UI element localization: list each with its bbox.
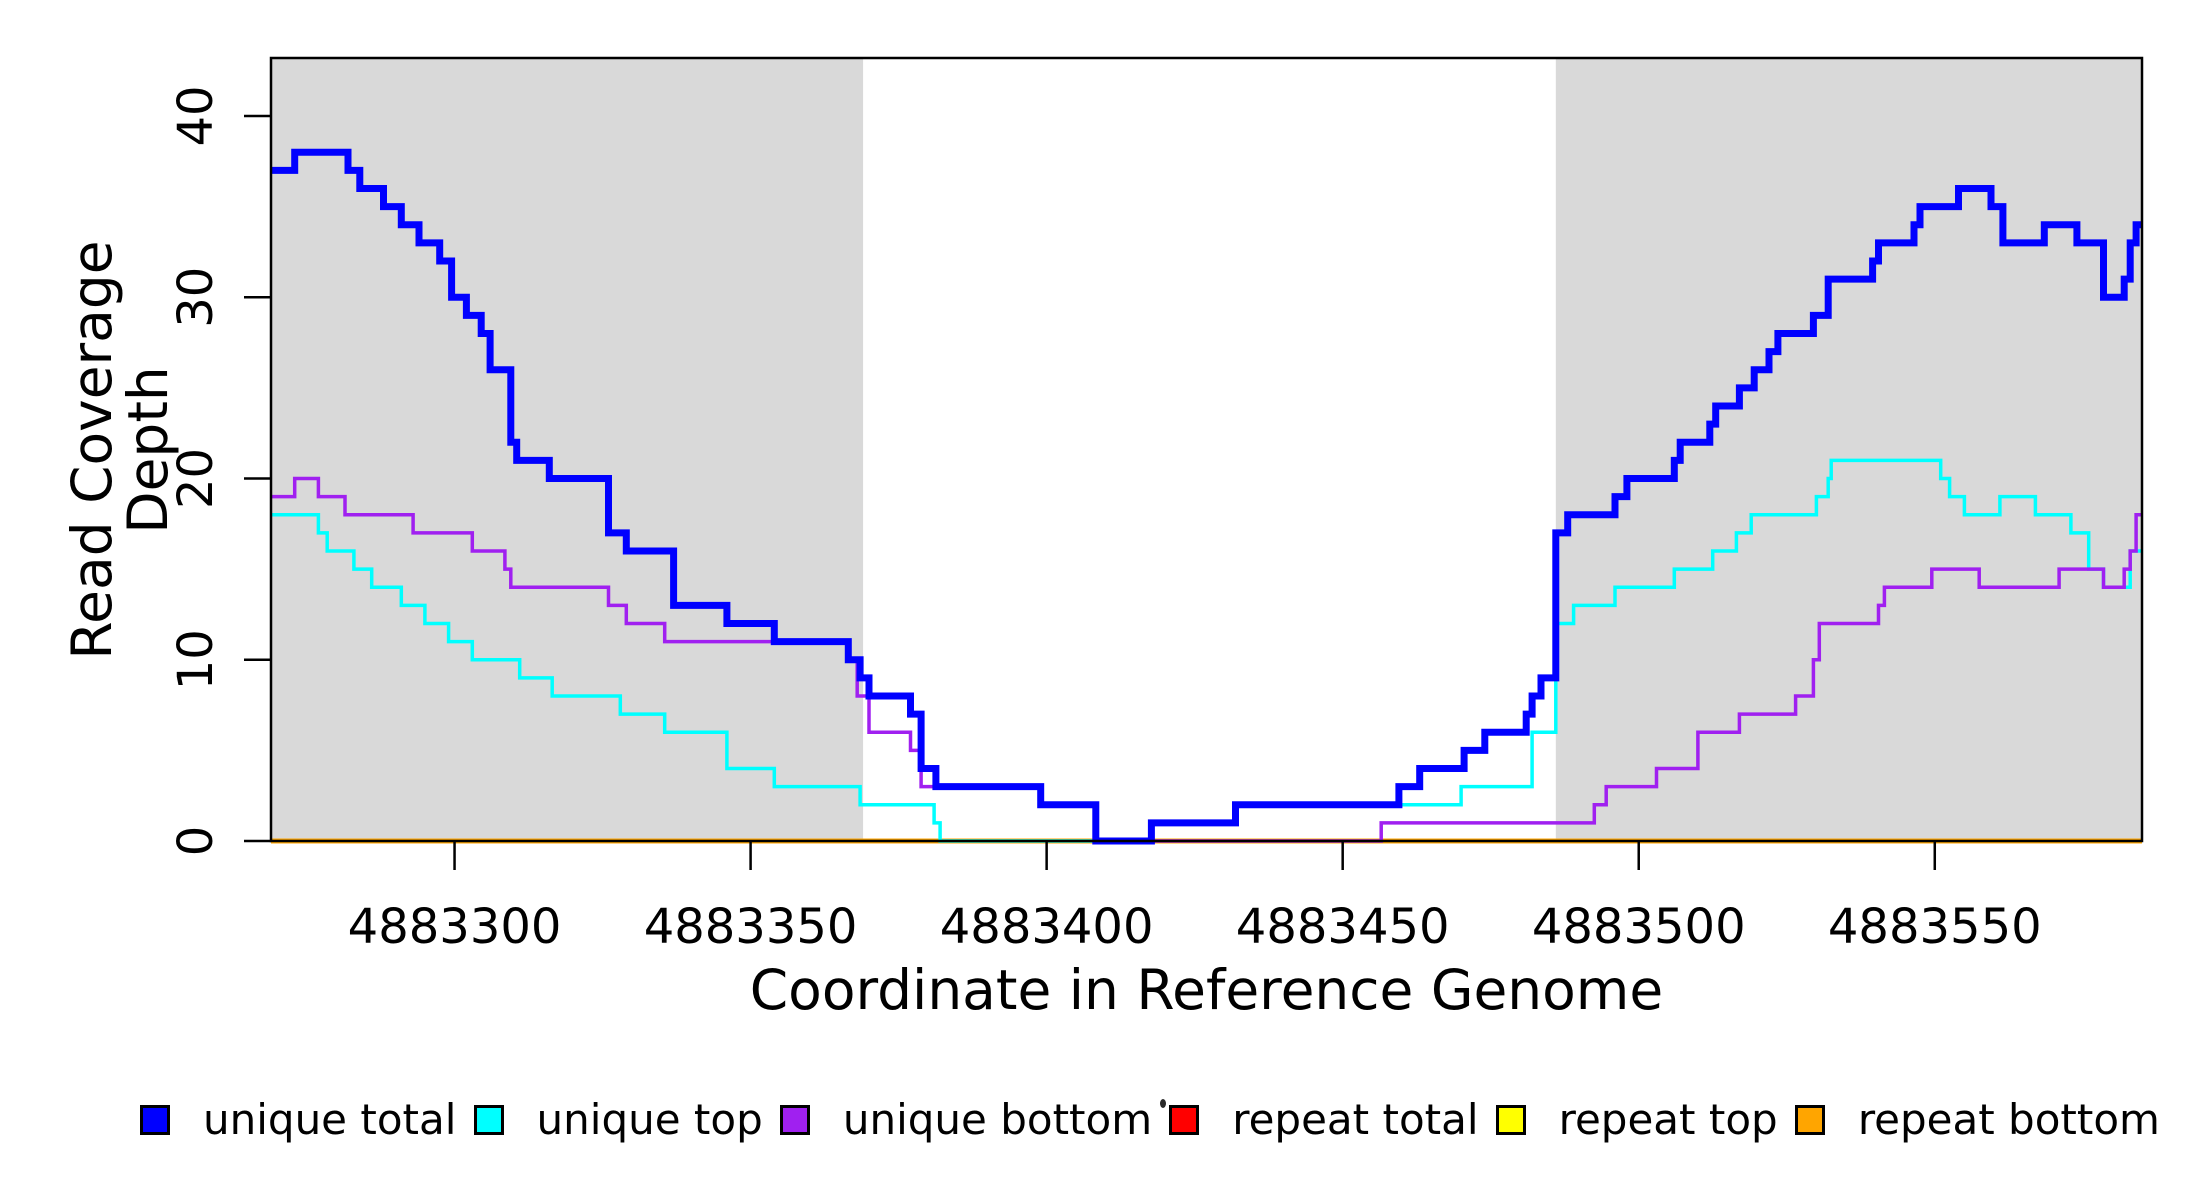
stray-dot-icon	[1160, 1099, 1166, 1108]
x-tick-label: 4883450	[1236, 899, 1450, 955]
series-line-unique-bottom	[271, 476, 2142, 843]
legend-item-unique-total: unique total	[140, 1096, 456, 1144]
legend-label: unique top	[536, 1095, 763, 1144]
y-axis-title: Read Coverage Depth	[60, 240, 180, 660]
legend-swatch-unique-top	[473, 1105, 504, 1135]
legend-item-repeat-bottom: repeat bottom	[1794, 1095, 2160, 1144]
legend-item-repeat-top: repeat top	[1495, 1095, 1778, 1144]
legend-item-repeat-total: repeat total	[1169, 1095, 1479, 1144]
legend-swatch-repeat-top	[1495, 1105, 1526, 1135]
y-tick-label: 30	[168, 267, 224, 328]
legend-label: repeat top	[1558, 1095, 1778, 1144]
legend-swatch-unique-bottom	[779, 1105, 810, 1135]
coverage-step-plot: 4883300 4883350 4883400 4883450 4883500 48835…	[168, 56, 2144, 955]
legend-swatch-repeat-total	[1169, 1105, 1200, 1135]
x-tick-label: 4883300	[348, 899, 562, 955]
series-line-unique-total	[271, 148, 2142, 845]
legend-label: unique bottom	[842, 1095, 1153, 1144]
legend-label: repeat bottom	[1857, 1095, 2160, 1144]
legend-swatch-unique-total	[140, 1105, 170, 1135]
x-tick-label: 4883400	[940, 899, 1154, 955]
x-tick-label: 4883500	[1532, 899, 1746, 955]
x-axis-title: Coordinate in Reference Genome	[749, 958, 1664, 1022]
series-line-unique-top	[271, 458, 2142, 843]
legend: unique total unique top unique bottom repea…	[140, 1096, 2160, 1144]
legend-item-unique-bottom: unique bottom	[779, 1095, 1153, 1144]
x-tick-label: 4883350	[644, 899, 858, 955]
y-tick-label: 10	[168, 629, 224, 690]
y-tick-label: 40	[168, 85, 224, 146]
legend-swatch-repeat-bottom	[1794, 1105, 1825, 1135]
plot-box	[269, 56, 2144, 843]
shaded-region	[1555, 58, 2142, 841]
legend-label: repeat total	[1232, 1095, 1479, 1144]
y-tick-label: 0	[168, 826, 224, 857]
y-tick-label: 20	[168, 448, 224, 509]
legend-item-unique-top: unique top	[473, 1095, 763, 1144]
legend-label: unique total	[203, 1095, 457, 1144]
x-tick-label: 4883550	[1828, 899, 2042, 955]
